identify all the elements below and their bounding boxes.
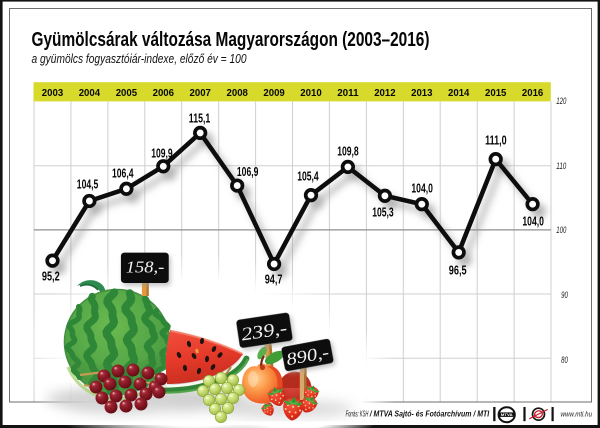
svg-text:110: 110: [556, 161, 566, 171]
svg-text:2006: 2006: [153, 88, 175, 99]
svg-text:2011: 2011: [337, 88, 359, 99]
svg-text:120: 120: [556, 96, 566, 106]
svg-text:105,4: 105,4: [297, 169, 319, 184]
svg-text:100: 100: [556, 225, 566, 235]
svg-text:106,4: 106,4: [112, 166, 134, 181]
svg-text:2013: 2013: [411, 88, 433, 99]
svg-text:www.mti.hu: www.mti.hu: [561, 410, 593, 419]
svg-text:2010: 2010: [300, 88, 322, 99]
svg-text:80: 80: [561, 355, 568, 365]
svg-text:2014: 2014: [448, 88, 470, 99]
svg-text:115,1: 115,1: [189, 111, 211, 126]
svg-text:/ MTVA Sajtó- és Fotóarchívum: / MTVA Sajtó- és Fotóarchívum / MTI: [369, 410, 490, 419]
svg-text:2003: 2003: [42, 88, 64, 99]
svg-text:96,5: 96,5: [449, 263, 467, 278]
svg-text:2007: 2007: [190, 88, 212, 99]
svg-text:2008: 2008: [227, 88, 249, 99]
svg-text:Forrás: KSH: Forrás: KSH: [346, 410, 369, 419]
svg-text:104,5: 104,5: [77, 176, 99, 191]
svg-text:105,3: 105,3: [372, 205, 394, 220]
svg-text:106,9: 106,9: [237, 164, 259, 179]
svg-text:2015: 2015: [485, 88, 507, 99]
svg-text:94,7: 94,7: [265, 272, 283, 287]
svg-text:95,2: 95,2: [42, 269, 60, 284]
svg-text:MTVA: MTVA: [501, 413, 513, 417]
svg-text:109,8: 109,8: [337, 144, 359, 159]
svg-text:2016: 2016: [522, 88, 544, 99]
svg-text:90: 90: [561, 290, 568, 300]
svg-text:Gyümölcsárak változása Magyaro: Gyümölcsárak változása Magyarországon (2…: [32, 29, 430, 51]
svg-text:a gyümölcs fogyasztóiár-indexe: a gyümölcs fogyasztóiár-indexe, előző év…: [32, 52, 247, 66]
svg-text:158,-: 158,-: [126, 258, 165, 277]
svg-text:2004: 2004: [79, 88, 101, 99]
svg-text:2009: 2009: [263, 88, 285, 99]
svg-text:111,0: 111,0: [485, 133, 507, 148]
svg-text:2012: 2012: [374, 88, 396, 99]
svg-text:109,9: 109,9: [151, 145, 173, 160]
svg-text:104,0: 104,0: [411, 181, 433, 196]
svg-text:104,0: 104,0: [522, 214, 544, 229]
svg-text:2005: 2005: [116, 88, 138, 99]
